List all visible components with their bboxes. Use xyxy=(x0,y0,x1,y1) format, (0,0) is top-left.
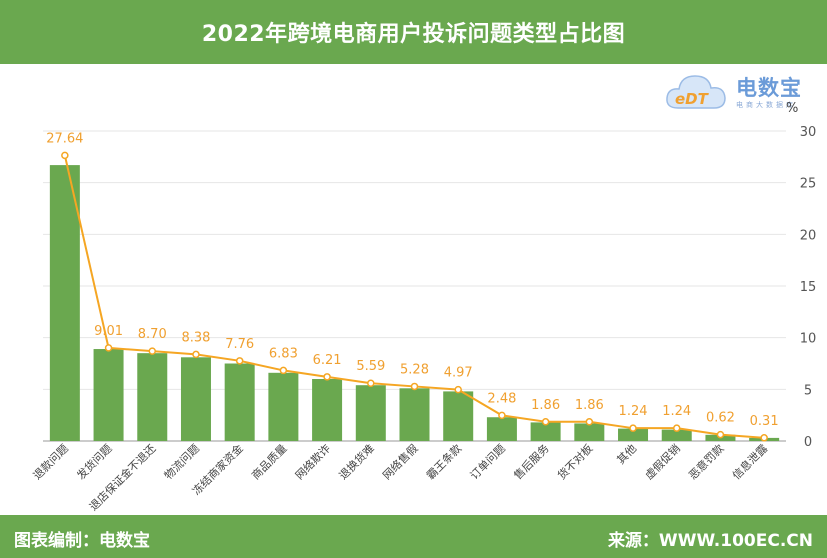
line-point xyxy=(61,151,69,160)
value-label: 8.70 xyxy=(138,327,167,342)
line-point xyxy=(585,418,594,426)
x-tick-label: 霸王条款 xyxy=(423,441,464,482)
y-tick-label: 5 xyxy=(804,383,812,398)
line-point xyxy=(716,430,725,439)
line-point xyxy=(192,350,200,359)
bar xyxy=(574,423,605,441)
bar xyxy=(618,428,649,441)
bar xyxy=(93,349,124,441)
bar xyxy=(486,417,517,441)
value-label: 8.38 xyxy=(181,330,210,345)
bar xyxy=(312,379,343,441)
line-point xyxy=(454,385,462,394)
x-tick-label: 退换货难 xyxy=(336,441,377,482)
x-tick-label: 订单问题 xyxy=(468,442,508,482)
title-bar: 2022年跨境电商用户投诉问题类型占比图 xyxy=(0,0,827,64)
y-tick-label: 15 xyxy=(800,280,817,295)
logo-name: 电数宝 xyxy=(736,76,802,100)
line-point xyxy=(760,434,768,442)
footer-credit: 图表编制：电数宝 xyxy=(14,531,150,551)
x-tick-label: 商品质量 xyxy=(248,441,289,482)
line-point xyxy=(367,379,375,387)
line-point xyxy=(498,411,506,420)
x-tick-label: 恶意罚款 xyxy=(686,441,727,482)
chart-title: 2022年跨境电商用户投诉问题类型占比图 xyxy=(201,22,626,47)
line-point xyxy=(410,382,419,391)
cloud-logo-icon: eDT xyxy=(666,75,726,109)
bars xyxy=(49,165,780,441)
bar-line-chart: 27.64 9.01 8.70 8.38 7.76 6.83 6.21 5.59 5.28 4.9… xyxy=(30,101,817,513)
x-tick-label: 退款问题 xyxy=(30,441,71,482)
value-label: 6.83 xyxy=(269,346,298,361)
bar xyxy=(530,422,561,441)
line-point xyxy=(148,347,157,355)
bar xyxy=(355,385,386,441)
value-label: 7.76 xyxy=(225,337,254,352)
x-tick-label: 物流问题 xyxy=(161,441,202,482)
x-tick-label: 虚假促销 xyxy=(642,441,683,482)
y-tick-label: 0 xyxy=(804,435,812,450)
y-tick-label: 10 xyxy=(800,332,817,347)
bar xyxy=(443,391,474,441)
line-point xyxy=(672,424,681,432)
line-point xyxy=(104,344,113,352)
y-axis-labels: 0 5 10 15 20 25 30 xyxy=(800,125,817,450)
value-label: 6.21 xyxy=(313,353,342,368)
y-unit-label: % xyxy=(786,101,798,116)
line-point xyxy=(323,373,331,381)
line-point xyxy=(629,424,637,432)
value-label: 1.24 xyxy=(662,404,691,419)
logo-badge: eDT xyxy=(675,90,710,108)
line-point xyxy=(235,357,244,365)
bar xyxy=(180,357,211,441)
x-tick-label: 发货问题 xyxy=(74,441,115,482)
value-label: 4.97 xyxy=(444,366,473,381)
bar xyxy=(224,363,255,441)
value-label: 1.24 xyxy=(619,404,648,419)
bar xyxy=(399,388,430,441)
footer-source: 来源：WWW.100EC.CN xyxy=(607,531,813,551)
logo: eDT 电数宝 电商大数据库 xyxy=(664,68,824,118)
value-label: 0.62 xyxy=(706,411,735,426)
value-label: 27.64 xyxy=(46,131,83,146)
footer-bar: 图表编制：电数宝 来源：WWW.100EC.CN xyxy=(0,515,827,558)
x-tick-label: 网络欺诈 xyxy=(292,441,333,482)
value-label: 0.31 xyxy=(750,414,779,429)
bar xyxy=(661,429,692,441)
y-tick-label: 25 xyxy=(800,177,817,192)
value-labels: 27.64 9.01 8.70 8.38 7.76 6.83 6.21 5.59 5.28 4.9… xyxy=(46,131,778,428)
x-tick-label: 其他 xyxy=(614,442,639,467)
value-label: 9.01 xyxy=(94,324,123,339)
y-tick-label: 30 xyxy=(800,125,817,140)
line-points xyxy=(61,151,768,442)
value-label: 5.59 xyxy=(356,359,385,374)
x-tick-label: 货不对板 xyxy=(554,441,595,482)
bar xyxy=(268,372,299,441)
line-point xyxy=(279,366,288,375)
x-tick-label: 网络售假 xyxy=(380,441,421,482)
value-label: 1.86 xyxy=(575,398,604,413)
value-label: 1.86 xyxy=(531,398,560,413)
line-point xyxy=(541,418,550,426)
logo-subtitle: 电商大数据库 xyxy=(736,101,796,109)
bar xyxy=(49,165,80,441)
y-tick-label: 20 xyxy=(800,228,817,243)
x-tick-label: 售后服务 xyxy=(511,441,552,482)
x-tick-label: 信息泄露 xyxy=(729,441,770,482)
value-label: 2.48 xyxy=(487,391,516,406)
value-label: 5.28 xyxy=(400,362,429,377)
bar xyxy=(137,353,168,441)
